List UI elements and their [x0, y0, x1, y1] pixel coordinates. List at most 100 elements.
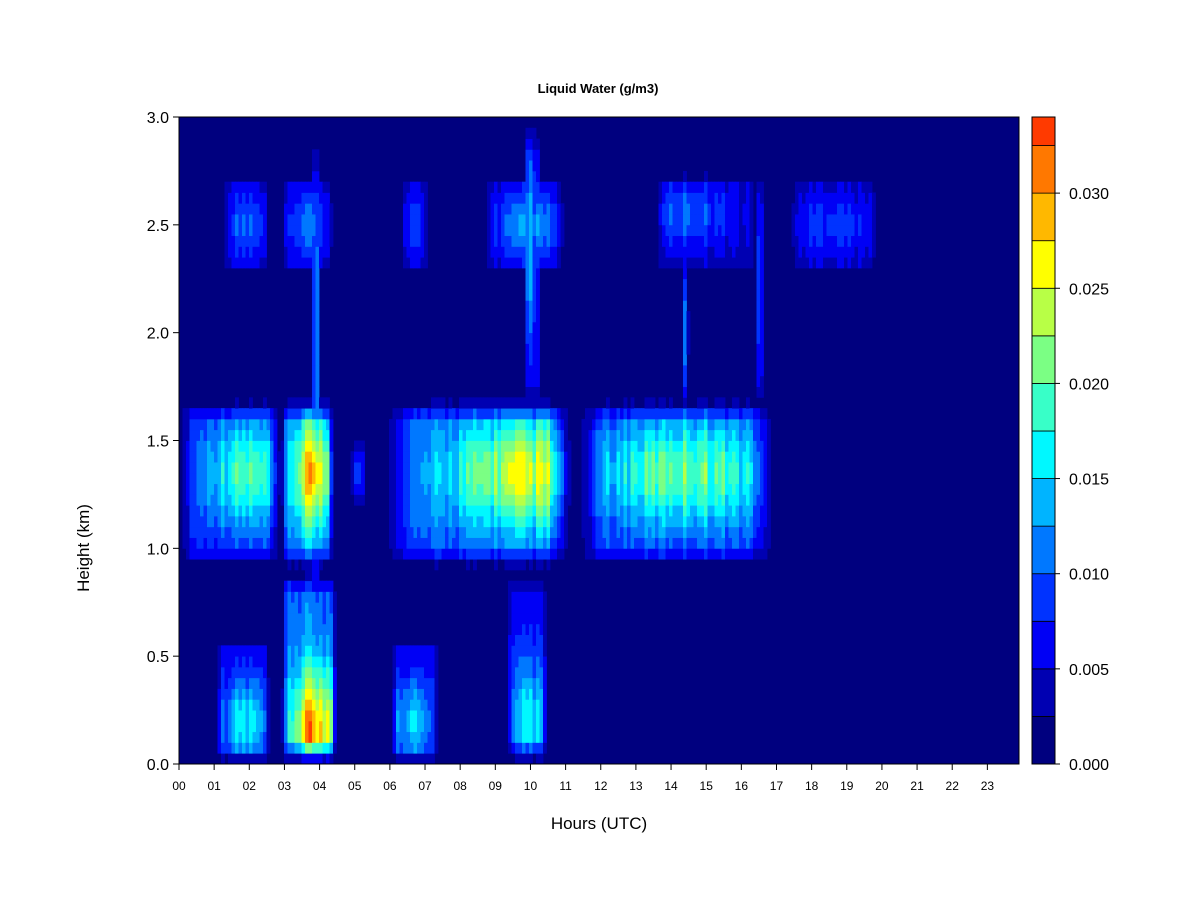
heatmap-cell	[497, 192, 502, 204]
heatmap-cell	[665, 418, 670, 431]
heatmap-cell	[431, 451, 435, 463]
heatmap-cell	[406, 451, 411, 463]
heatmap-cell	[420, 214, 425, 226]
heatmap-cell	[490, 494, 495, 506]
heatmap-cell	[270, 494, 274, 506]
heatmap-cell	[634, 526, 638, 538]
heatmap-cell	[816, 235, 820, 247]
heatmap-cell	[651, 548, 656, 560]
heatmap-cell	[256, 257, 260, 269]
heatmap-cell	[480, 462, 484, 474]
heatmap-cell	[462, 537, 467, 549]
heatmap-cell	[543, 257, 547, 269]
heatmap-cell	[809, 192, 813, 204]
heatmap-cell	[322, 257, 327, 269]
heatmap-cell	[872, 224, 876, 237]
heatmap-cell	[753, 483, 757, 495]
heatmap-cell	[756, 343, 761, 355]
heatmap-cell	[522, 451, 526, 463]
heatmap-cell	[525, 580, 530, 592]
heatmap-cell	[308, 537, 313, 549]
heatmap-cell	[525, 267, 530, 280]
heatmap-cell	[420, 235, 425, 247]
heatmap-cell	[700, 505, 705, 517]
heatmap-cell	[417, 203, 421, 215]
heatmap-cell	[522, 408, 526, 420]
heatmap-cell	[361, 440, 365, 452]
heatmap-cell	[466, 418, 470, 431]
heatmap-cell	[721, 246, 726, 258]
heatmap-cell	[469, 451, 474, 463]
heatmap-cell	[683, 505, 687, 517]
heatmap-cell	[536, 688, 540, 700]
heatmap-cell	[259, 462, 264, 474]
heatmap-cell	[200, 537, 204, 549]
heatmap-cell	[312, 408, 316, 420]
heatmap-cell	[718, 526, 722, 538]
heatmap-cell	[333, 623, 337, 635]
heatmap-cell	[728, 203, 733, 215]
heatmap-cell	[291, 537, 295, 549]
heatmap-cell	[543, 526, 547, 538]
heatmap-cell	[529, 526, 533, 538]
heatmap-cell	[613, 548, 617, 560]
heatmap-cell	[728, 483, 733, 495]
heatmap-cell	[312, 429, 316, 441]
heatmap-cell	[672, 483, 677, 495]
heatmap-cell	[686, 515, 691, 528]
heatmap-cell	[305, 505, 309, 517]
heatmap-cell	[182, 537, 187, 549]
heatmap-cell	[263, 214, 267, 226]
heatmap-cell	[329, 408, 334, 420]
heatmap-cell	[515, 483, 519, 495]
heatmap-cell	[315, 149, 320, 161]
heatmap-cell	[452, 462, 456, 474]
heatmap-cell	[662, 192, 666, 204]
heatmap-cell	[448, 397, 453, 409]
heatmap-cell	[763, 418, 768, 431]
heatmap-cell	[231, 494, 236, 506]
heatmap-cell	[305, 699, 309, 711]
x-tick-label: 21	[910, 779, 924, 793]
heatmap-cell	[686, 235, 691, 247]
heatmap-cell	[308, 710, 313, 722]
heatmap-cell	[224, 645, 229, 657]
heatmap-cell	[266, 526, 271, 538]
heatmap-cell	[403, 656, 407, 668]
heatmap-cell	[308, 483, 313, 495]
heatmap-cell	[182, 472, 187, 485]
heatmap-cell	[438, 494, 442, 506]
heatmap-cell	[669, 257, 673, 269]
heatmap-cell	[683, 537, 687, 549]
heatmap-cell	[616, 515, 621, 528]
heatmap-cell	[326, 548, 330, 560]
heatmap-cell	[284, 742, 288, 754]
heatmap-cell	[721, 181, 726, 193]
heatmap-cell	[455, 515, 460, 528]
heatmap-cell	[669, 537, 673, 549]
heatmap-cell	[557, 246, 561, 258]
heatmap-cell	[676, 526, 680, 538]
heatmap-cell	[648, 451, 652, 463]
heatmap-cell	[252, 429, 257, 441]
heatmap-cell	[676, 214, 680, 226]
heatmap-cell	[431, 720, 435, 733]
heatmap-cell	[620, 429, 624, 441]
heatmap-cell	[532, 699, 537, 711]
heatmap-cell	[231, 257, 236, 269]
heatmap-cell	[672, 418, 677, 431]
heatmap-cell	[228, 537, 232, 549]
heatmap-cell	[655, 472, 659, 485]
heatmap-cell	[616, 418, 621, 431]
heatmap-cell	[683, 483, 687, 495]
heatmap-cell	[704, 472, 708, 485]
heatmap-cell	[595, 537, 600, 549]
heatmap-cell	[361, 494, 365, 506]
heatmap-cell	[270, 526, 274, 538]
heatmap-cell	[557, 494, 561, 506]
heatmap-cell	[676, 418, 680, 431]
heatmap-cell	[816, 181, 820, 193]
heatmap-cell	[315, 440, 320, 452]
heatmap-cell	[609, 451, 614, 463]
heatmap-cell	[833, 203, 838, 215]
